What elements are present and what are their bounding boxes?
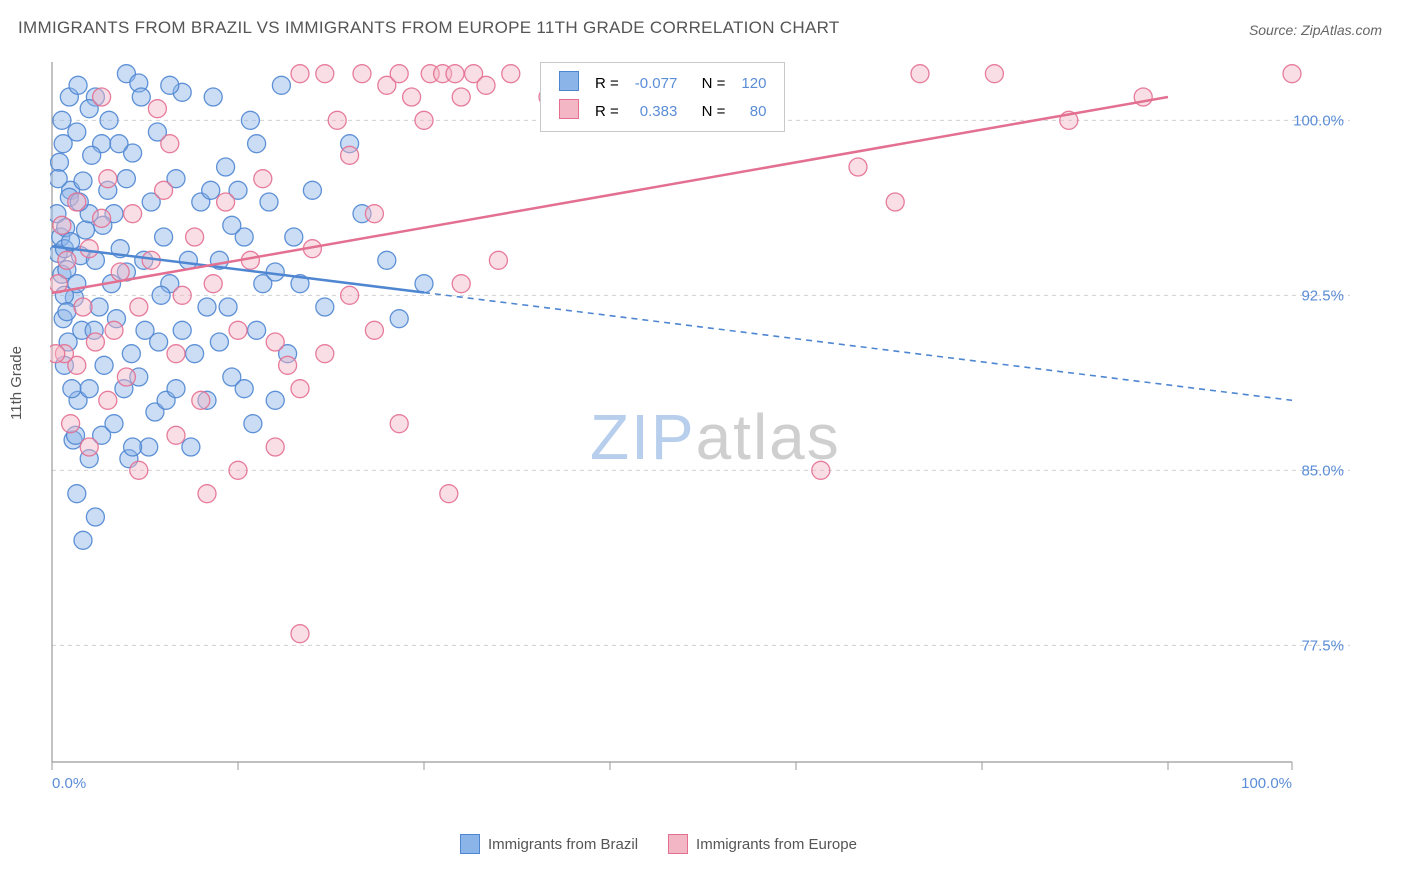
svg-text:100.0%: 100.0% [1241, 775, 1292, 792]
scatter-chart: 77.5% 85.0% 92.5% 100.0% 0.0% 100.0% [50, 60, 1350, 800]
legend-label-brazil: Immigrants from Brazil [488, 836, 638, 853]
stats-legend: R = -0.077 N = 120 R = 0.383 N = 80 [540, 62, 785, 132]
stat-label-n: N = [685, 69, 733, 97]
chart-title: IMMIGRANTS FROM BRAZIL VS IMMIGRANTS FRO… [18, 18, 840, 38]
svg-text:77.5%: 77.5% [1301, 637, 1344, 654]
source-label: Source: ZipAtlas.com [1249, 22, 1382, 38]
svg-text:85.0%: 85.0% [1301, 462, 1344, 479]
series-legend: Immigrants from Brazil Immigrants from E… [460, 834, 857, 854]
swatch-brazil [460, 834, 480, 854]
stat-label-r: R = [587, 69, 627, 97]
stat-label-r: R = [587, 97, 627, 125]
stat-n-europe: 80 [733, 97, 774, 125]
svg-text:100.0%: 100.0% [1293, 112, 1344, 129]
legend-item-brazil: Immigrants from Brazil [460, 834, 638, 854]
stats-row-brazil: R = -0.077 N = 120 [551, 69, 774, 97]
stats-row-europe: R = 0.383 N = 80 [551, 97, 774, 125]
svg-text:92.5%: 92.5% [1301, 287, 1344, 304]
swatch-europe [668, 834, 688, 854]
legend-item-europe: Immigrants from Europe [668, 834, 857, 854]
swatch-europe [559, 99, 579, 119]
stat-n-brazil: 120 [733, 69, 774, 97]
legend-label-europe: Immigrants from Europe [696, 836, 857, 853]
stat-r-brazil: -0.077 [627, 69, 686, 97]
swatch-brazil [559, 71, 579, 91]
stat-label-n: N = [685, 97, 733, 125]
svg-text:0.0%: 0.0% [52, 775, 86, 792]
stat-r-europe: 0.383 [627, 97, 686, 125]
y-axis-label: 11th Grade [8, 346, 25, 420]
